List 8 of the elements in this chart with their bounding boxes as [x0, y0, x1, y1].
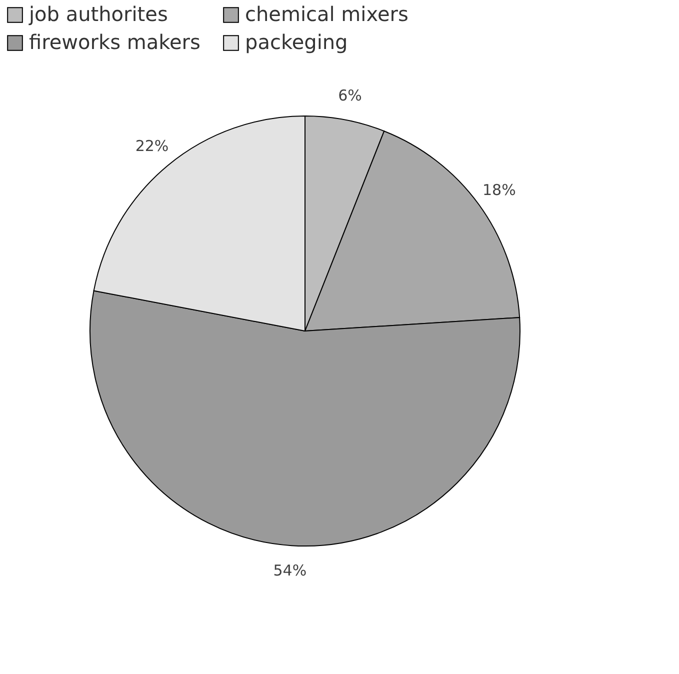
data-label: 18% [482, 180, 516, 199]
legend-label: fireworks makers [29, 30, 200, 54]
legend-label: chemical mixers [245, 2, 408, 26]
data-label: 22% [135, 137, 169, 156]
legend-label: job authorites [28, 2, 168, 26]
data-label: 54% [273, 562, 307, 580]
legend-label: packeging [245, 30, 348, 54]
data-label: 6% [338, 86, 362, 104]
